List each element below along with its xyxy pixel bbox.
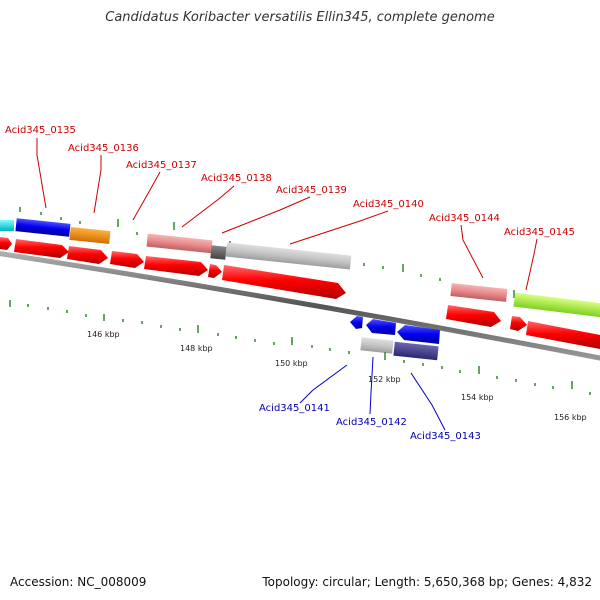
gene-bar-cyan[interactable] (0, 220, 14, 231)
gene-label[interactable]: Acid345_0142 (336, 417, 407, 428)
cds-arrow[interactable] (446, 305, 501, 327)
gene-bar-darkgrey[interactable] (210, 245, 227, 260)
cds-arrow[interactable] (110, 251, 144, 268)
cds-arrow[interactable] (144, 256, 208, 276)
scale-labels: 146 kbp 148 kbp 150 kbp 152 kbp 154 kbp … (87, 330, 587, 422)
forward-gene-labels: Acid345_0135 Acid345_0136 Acid345_0137 A… (5, 125, 575, 291)
scale-label: 156 kbp (554, 413, 587, 422)
gene-label[interactable]: Acid345_0135 (5, 125, 76, 136)
scale-label: 152 kbp (368, 375, 401, 384)
cds-arrow[interactable] (510, 316, 527, 331)
gene-bar-pink-2[interactable] (450, 283, 508, 302)
genome-title: Candidatus Koribacter versatilis Ellin34… (105, 10, 495, 25)
gene-bar-lime[interactable] (513, 292, 600, 318)
gene-bar-purple[interactable] (393, 341, 439, 361)
gene-bar-grey[interactable] (225, 242, 352, 270)
gene-bar-orange[interactable] (69, 226, 111, 245)
gene-label[interactable]: Acid345_0143 (410, 431, 481, 442)
inner-tick-row (9, 300, 591, 395)
cds-arrow[interactable] (222, 265, 346, 299)
scale-label: 150 kbp (275, 359, 308, 368)
cds-arrow[interactable] (208, 264, 222, 278)
cds-arrow[interactable] (0, 237, 12, 250)
gene-label[interactable]: Acid345_0136 (68, 143, 139, 154)
gene-bar-blue[interactable] (15, 218, 71, 237)
accession-label: Accession: NC_008009 (10, 575, 147, 589)
cds-arrow[interactable] (14, 239, 69, 258)
scale-label: 154 kbp (461, 393, 494, 402)
cds-arrow[interactable] (526, 321, 600, 349)
scale-label: 146 kbp (87, 330, 120, 339)
reverse-strand-genes (350, 316, 440, 361)
scale-label: 148 kbp (180, 344, 213, 353)
gene-label[interactable]: Acid345_0144 (429, 213, 500, 224)
gene-label[interactable]: Acid345_0141 (259, 403, 330, 414)
gene-bar-grey-reverse[interactable] (360, 337, 394, 354)
cds-arrow-reverse[interactable] (350, 316, 363, 329)
cds-arrow-reverse[interactable] (366, 319, 396, 335)
forward-strand-genes (0, 218, 600, 349)
gene-label[interactable]: Acid345_0139 (276, 185, 347, 196)
gene-label[interactable]: Acid345_0137 (126, 160, 197, 171)
gene-label[interactable]: Acid345_0145 (504, 227, 575, 238)
gene-label[interactable]: Acid345_0138 (201, 173, 272, 184)
cds-arrow[interactable] (67, 246, 108, 264)
gene-label[interactable]: Acid345_0140 (353, 199, 424, 210)
reverse-gene-labels: Acid345_0141 Acid345_0142 Acid345_0143 (259, 356, 481, 442)
topology-label: Topology: circular; Length: 5,650,368 bp… (262, 575, 592, 589)
genome-backbone (0, 251, 600, 361)
gene-bar-pink[interactable] (146, 233, 213, 254)
cds-arrow-reverse[interactable] (397, 325, 440, 344)
